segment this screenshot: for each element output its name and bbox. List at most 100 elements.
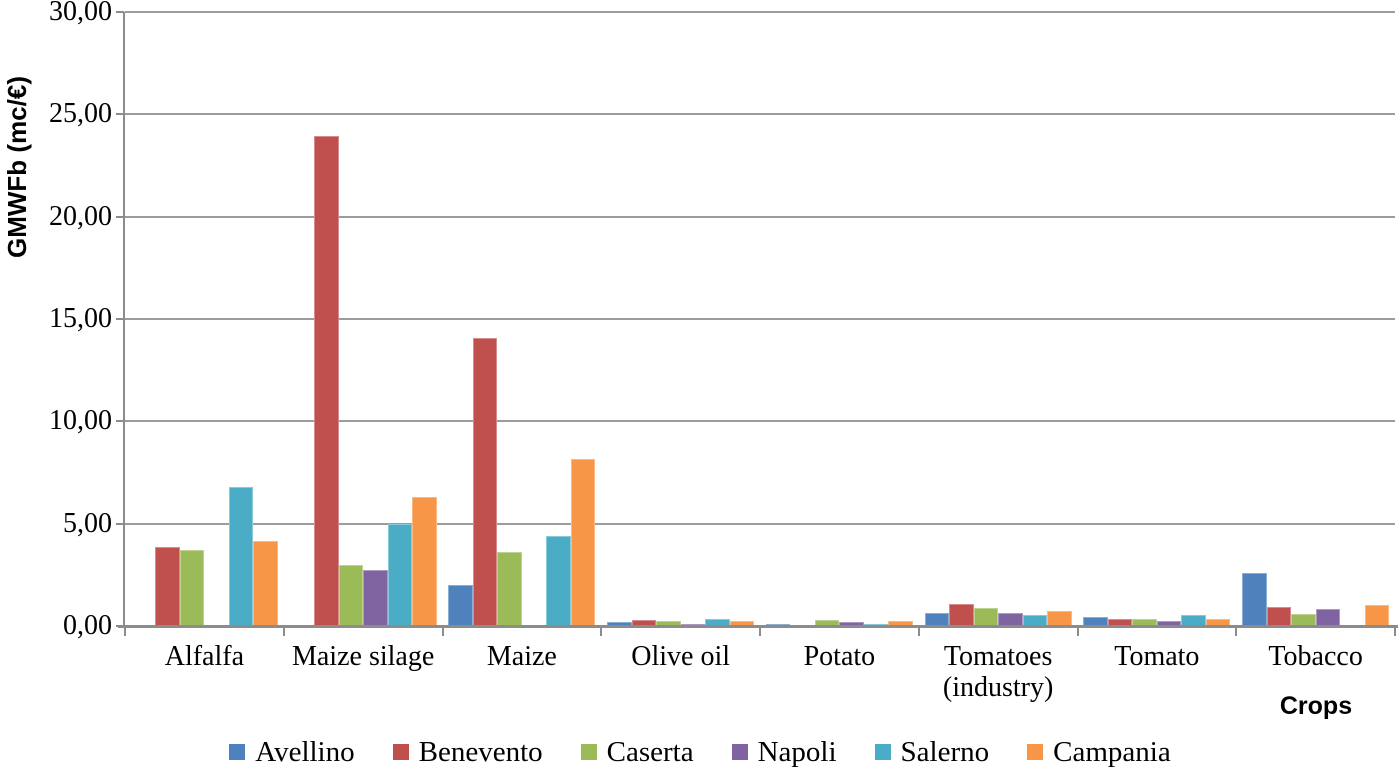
bar-slot <box>973 12 999 626</box>
gridline-10 <box>125 420 1395 423</box>
x-tick-mark-0 <box>124 628 126 636</box>
bar-slot <box>924 12 950 626</box>
y-tick-label-30,00: 30,00 <box>49 0 112 27</box>
y-tick-mark-10,00 <box>116 420 124 423</box>
legend-label: Caserta <box>606 736 694 768</box>
legend-label: Napoli <box>757 736 837 768</box>
plot-area <box>125 11 1395 626</box>
bar-slot <box>1364 12 1390 626</box>
bar-caserta-3 <box>656 620 681 626</box>
bar-slot <box>1107 12 1133 626</box>
bar-groups <box>125 12 1395 626</box>
bar-group-potato <box>760 12 919 626</box>
bar-campania-5 <box>1047 610 1072 626</box>
x-category-label: Maize silage <box>291 641 435 672</box>
x-category-label: Tomato <box>1114 641 1200 672</box>
bar-slot <box>607 12 632 626</box>
x-category-label: Tobacco <box>1268 641 1363 672</box>
bar-salerno-0 <box>228 486 254 626</box>
bar-avellino-4 <box>765 623 791 626</box>
bar-group-maize-silage <box>284 12 443 626</box>
bar-salerno-5 <box>1022 614 1048 626</box>
bar-slot <box>1242 12 1267 626</box>
bar-campania-0 <box>253 541 278 626</box>
bar-slot <box>729 12 755 626</box>
bar-slot <box>863 12 889 626</box>
y-tick-mark-30,00 <box>116 11 124 13</box>
bar-caserta-1 <box>338 564 364 626</box>
bar-napoli-3 <box>680 623 706 626</box>
y-tick-label-10,00: 10,00 <box>49 405 112 437</box>
bar-slot <box>570 12 596 626</box>
x-tick-mark-6 <box>1076 628 1079 636</box>
x-tick-mark-3 <box>600 628 603 636</box>
bar-caserta-4 <box>814 619 840 626</box>
x-category-label: Maize <box>486 641 557 672</box>
bar-caserta-0 <box>179 550 205 626</box>
legend-marker-icon <box>392 744 409 760</box>
bar-slot <box>839 12 864 626</box>
legend-item-campania: Campania <box>1027 736 1171 768</box>
bar-benevento-2 <box>472 338 498 626</box>
bar-group-tobacco <box>1236 12 1395 626</box>
legend-label: Benevento <box>418 736 543 768</box>
x-axis-category-labels: Alfalfa Maize silage Maize Olive oil Potato T… <box>125 641 1395 703</box>
bar-slot <box>497 12 522 626</box>
bar-benevento-7 <box>1266 606 1292 626</box>
y-axis-title: GMWFb (mc/€) <box>2 76 32 258</box>
x-tick-mark-5 <box>917 628 920 636</box>
bar-benevento-3 <box>631 620 657 626</box>
x-tick-mark-8 <box>1394 628 1396 636</box>
gridline-5 <box>125 522 1395 525</box>
bar-slot <box>314 12 339 626</box>
legend-item-benevento: Benevento <box>392 736 543 768</box>
bar-slot <box>1132 12 1157 626</box>
bar-group-olive-oil <box>601 12 760 626</box>
bar-caserta-5 <box>973 607 999 626</box>
y-tick-label-20,00: 20,00 <box>49 200 112 232</box>
bar-slot <box>790 12 815 626</box>
bar-slot <box>1315 12 1341 626</box>
bar-slot <box>448 12 473 626</box>
bar-slot <box>363 12 388 626</box>
bar-benevento-5 <box>949 603 974 626</box>
bar-slot <box>1181 12 1206 626</box>
bar-group-tomato <box>1078 12 1237 626</box>
bar-slot <box>1083 12 1108 626</box>
bar-avellino-7 <box>1242 572 1267 626</box>
bar-campania-6 <box>1205 618 1231 626</box>
x-category-label: Alfalfa <box>164 641 245 672</box>
bar-slot <box>1156 12 1182 626</box>
legend-label: Avellino <box>255 736 355 768</box>
y-tick-label-15,00: 15,00 <box>49 303 112 334</box>
x-category-label: Tomatoes (industry) <box>942 641 1054 703</box>
y-tick-mark-5,00 <box>116 522 124 525</box>
y-axis-line <box>123 12 125 628</box>
bar-group-alfalfa <box>125 12 284 626</box>
gridline-25 <box>125 113 1395 116</box>
gridline-15 <box>125 318 1395 320</box>
bar-salerno-3 <box>705 618 730 626</box>
bar-napoli-4 <box>839 621 864 626</box>
bar-slot <box>1340 12 1365 626</box>
bar-caserta-2 <box>497 552 522 626</box>
bar-slot <box>179 12 205 626</box>
bar-slot <box>253 12 278 626</box>
legend-marker-icon <box>580 744 597 760</box>
bar-benevento-6 <box>1107 619 1133 626</box>
x-category-label: Potato <box>803 641 876 672</box>
bar-group-maize <box>443 12 602 626</box>
bar-slot <box>1022 12 1048 626</box>
bar-slot <box>472 12 498 626</box>
bar-napoli-1 <box>363 569 388 626</box>
x-axis-title: Crops <box>1279 692 1353 720</box>
bar-campania-1 <box>412 497 437 626</box>
x-category-label: Olive oil <box>631 641 730 672</box>
bar-slot <box>631 12 657 626</box>
legend: Avellino Benevento Caserta Napoli Salerno Cam… <box>0 736 1400 768</box>
bar-slot <box>546 12 571 626</box>
legend-item-napoli: Napoli <box>731 736 837 768</box>
bar-caserta-7 <box>1291 613 1316 626</box>
y-tick-label-5,00: 5,00 <box>63 507 112 539</box>
